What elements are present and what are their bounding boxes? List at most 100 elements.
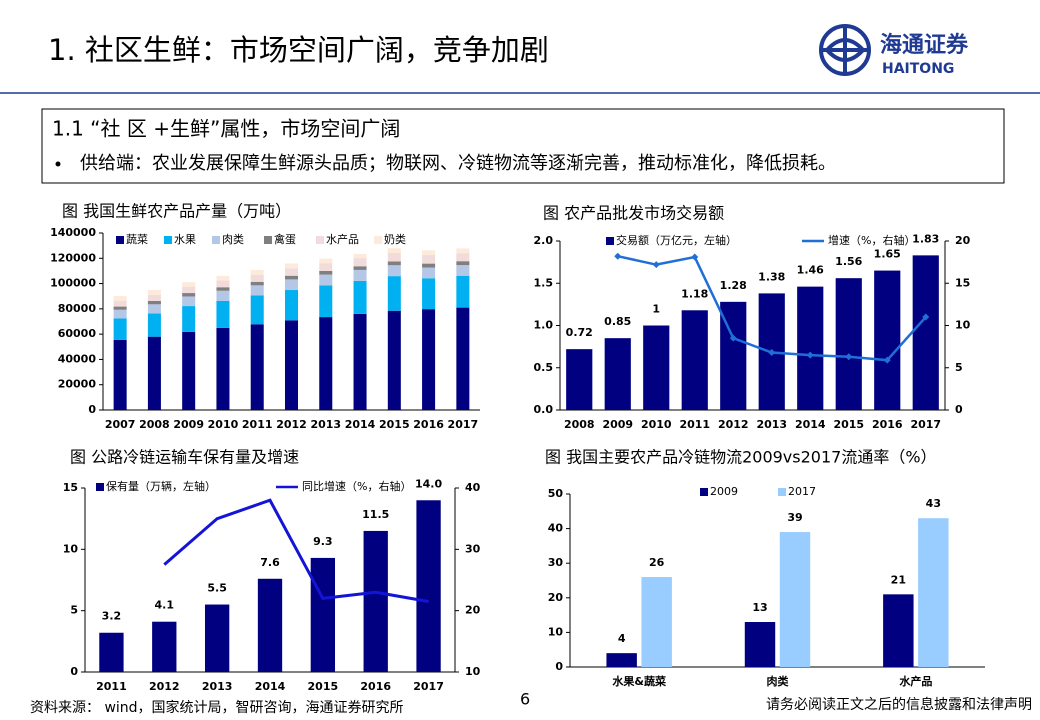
bar (99, 632, 124, 672)
legend-label: 2009 (710, 485, 738, 498)
bar (641, 577, 672, 667)
y-tick-label: 0.0 (534, 403, 554, 416)
bar (912, 255, 939, 410)
x-tick-label: 2013 (202, 680, 233, 693)
value-label: 1.28 (720, 279, 747, 292)
bar (744, 622, 776, 667)
bar-segment (113, 309, 127, 319)
bar-segment (422, 267, 436, 279)
y-tick-label: 0 (70, 665, 78, 678)
y2-tick-label: 10 (465, 665, 481, 678)
legend-label: 奶类 (384, 232, 406, 246)
legend-label: 蔬菜 (126, 233, 148, 246)
value-label: 14.0 (415, 477, 442, 490)
bar-segment (113, 300, 127, 307)
y2-tick-label: 0 (955, 403, 963, 416)
line-marker (806, 351, 814, 359)
legend-swatch (164, 236, 172, 244)
bar-segment (250, 324, 264, 410)
x-tick-label: 2015 (308, 680, 339, 693)
bar (257, 578, 283, 672)
bar-segment (250, 274, 264, 282)
legend-swatch (96, 483, 104, 491)
value-label: 0.85 (604, 315, 631, 328)
value-label: 26 (649, 556, 665, 569)
bar-segment (113, 306, 127, 310)
bar-segment (284, 320, 299, 410)
page-number: 6 (520, 690, 530, 709)
legend-swatch (316, 236, 324, 244)
value-label: 1.18 (681, 287, 708, 300)
bar (874, 270, 901, 410)
y2-tick-label: 5 (955, 361, 963, 374)
y-tick-label: 120000 (50, 251, 96, 264)
value-label: 4 (618, 632, 626, 645)
x-tick-label: 2017 (910, 418, 941, 431)
value-label: 21 (891, 573, 906, 586)
bar-segment (182, 293, 196, 297)
bar-segment (319, 258, 333, 264)
legend-label: 水果 (174, 233, 196, 246)
bar-segment (250, 281, 264, 286)
value-label: 5.5 (207, 582, 227, 595)
x-tick-label: 2010 (641, 418, 672, 431)
legend-label: 增速（%，右轴） (828, 233, 915, 247)
bar-segment (216, 280, 230, 288)
bar-segment (284, 275, 299, 280)
x-tick-label: 2012 (276, 418, 307, 431)
x-tick-label: 2011 (96, 680, 127, 693)
x-tick-label: 2008 (564, 418, 595, 431)
bar-segment (182, 286, 196, 294)
line-marker (652, 261, 660, 269)
bar-segment (216, 290, 230, 301)
bar-segment (147, 294, 161, 301)
bar (152, 621, 177, 672)
section-box (41, 108, 1005, 184)
legend-swatch (264, 236, 272, 244)
bar-segment (216, 287, 230, 291)
y-tick-label: 10 (548, 625, 564, 638)
bar-segment (353, 269, 367, 281)
bar-segment (422, 278, 436, 310)
bar (779, 532, 811, 667)
y-tick-label: 40 (548, 522, 564, 535)
y-tick-label: 60000 (58, 327, 97, 340)
value-label: 4.1 (155, 599, 175, 612)
bar-segment (353, 258, 367, 267)
value-label: 1 (652, 303, 660, 316)
x-tick-label: 2011 (242, 418, 273, 431)
legend-label: 保有量（万辆，左轴） (106, 479, 216, 493)
value-label: 0.72 (566, 326, 593, 339)
bar-segment (284, 268, 299, 276)
y2-tick-label: 10 (955, 319, 971, 332)
y-tick-label: 0 (555, 660, 563, 673)
x-tick-label: 水产品 (899, 674, 932, 688)
bar (797, 286, 824, 410)
bullet-dot (55, 161, 61, 167)
value-label: 1.83 (912, 232, 939, 245)
bar-segment (456, 248, 470, 254)
y-tick-label: 1.5 (534, 276, 554, 289)
y2-tick-label: 30 (465, 542, 481, 555)
value-label: 43 (926, 497, 941, 510)
value-label: 3.2 (102, 610, 122, 623)
bar-segment (216, 300, 230, 328)
bar-segment (353, 280, 367, 314)
bar-segment (456, 253, 470, 262)
x-tick-label: 2017 (448, 418, 479, 431)
bar-segment (422, 254, 436, 264)
bar-segment (182, 331, 196, 410)
y-tick-label: 40000 (58, 352, 97, 365)
x-tick-label: 2014 (795, 418, 826, 431)
line-marker (883, 356, 891, 364)
y-tick-label: 15 (63, 481, 78, 494)
bar-segment (353, 313, 367, 410)
legend-swatch (700, 488, 708, 496)
x-tick-label: 2014 (255, 680, 286, 693)
bar-segment (147, 289, 161, 295)
y-tick-label: 2.0 (534, 234, 554, 247)
bar (416, 500, 441, 672)
value-label: 7.6 (260, 556, 280, 569)
logo-en: HAITONG (882, 61, 954, 77)
bar-segment (353, 253, 367, 259)
